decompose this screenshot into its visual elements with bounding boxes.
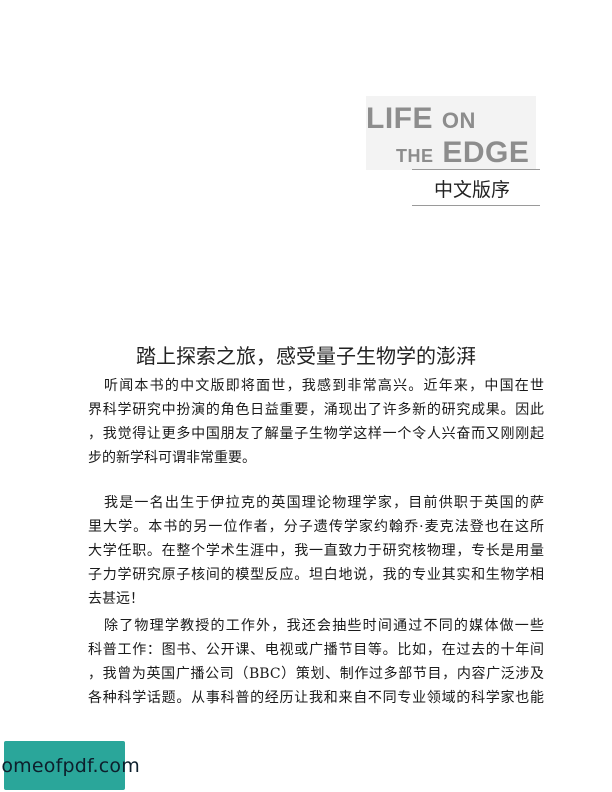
- logo-word-edge: EDGE: [442, 136, 530, 169]
- logo-word-the: THE: [396, 146, 434, 166]
- title-bottom-rule: [412, 205, 540, 206]
- logo-word-life: LIFE: [366, 102, 433, 135]
- page-heading: 踏上探索之旅，感受量子生物学的澎湃: [136, 344, 476, 368]
- logo-line-life-on: LIFE ON: [366, 102, 476, 136]
- paragraph-line: 步的新学科可谓非常重要。: [88, 450, 256, 466]
- watermark-badge: homeofpdf.com: [0, 741, 140, 790]
- paragraph-line: ，我曾为英国广播公司（BBC）策划、制作过多部节目，内容广泛涉及: [88, 666, 544, 682]
- paragraph-line: 我是一名出生于伊拉克的英国理论物理学家，目前供职于英国的萨: [104, 495, 544, 511]
- title-top-rule: [412, 169, 540, 170]
- paragraph-line: 除了物理学教授的工作外，我还会抽些时间通过不同的媒体做一些: [104, 618, 544, 634]
- paragraph-line: 里大学。本书的另一位作者，分子遗传学家约翰乔·麦克法登也在这所: [88, 519, 544, 535]
- paragraph-line: ，我觉得让更多中国朋友了解量子生物学这样一个令人兴奋而又刚刚起: [88, 426, 544, 442]
- paragraph-line: 听闻本书的中文版即将面世，我感到非常高兴。近年来，中国在世: [104, 378, 544, 394]
- paragraph-line: 各种科学话题。从事科普的经历让我和来自不同专业领域的科学家也能: [88, 690, 544, 706]
- paragraph-line: 子力学研究原子核间的模型反应。坦白地说，我的专业其实和生物学相: [88, 567, 544, 583]
- book-logo: LIFE ON THE EDGE: [366, 96, 536, 170]
- paragraph-line: 去甚远！: [88, 591, 144, 607]
- section-title: 中文版序: [434, 179, 511, 201]
- paragraph-line: 科普工作：图书、公开课、电视或广播节目等。比如，在过去的十年间: [88, 642, 544, 658]
- paragraph-3: 除了物理学教授的工作外，我还会抽些时间通过不同的媒体做一些 科普工作：图书、公开…: [88, 614, 544, 710]
- paragraph-line: 界科学研究中扮演的角色日益重要，涌现出了许多新的研究成果。因此: [88, 402, 544, 418]
- logo-line-the-edge: THE EDGE: [396, 136, 529, 170]
- logo-word-on: ON: [441, 108, 476, 133]
- paragraph-2: 我是一名出生于伊拉克的英国理论物理学家，目前供职于英国的萨 里大学。本书的另一位…: [88, 491, 544, 611]
- paragraph-1: 听闻本书的中文版即将面世，我感到非常高兴。近年来，中国在世 界科学研究中扮演的角…: [88, 374, 544, 470]
- paragraph-line: 大学任职。在整个学术生涯中，我一直致力于研究核物理，专长是用量: [88, 543, 544, 559]
